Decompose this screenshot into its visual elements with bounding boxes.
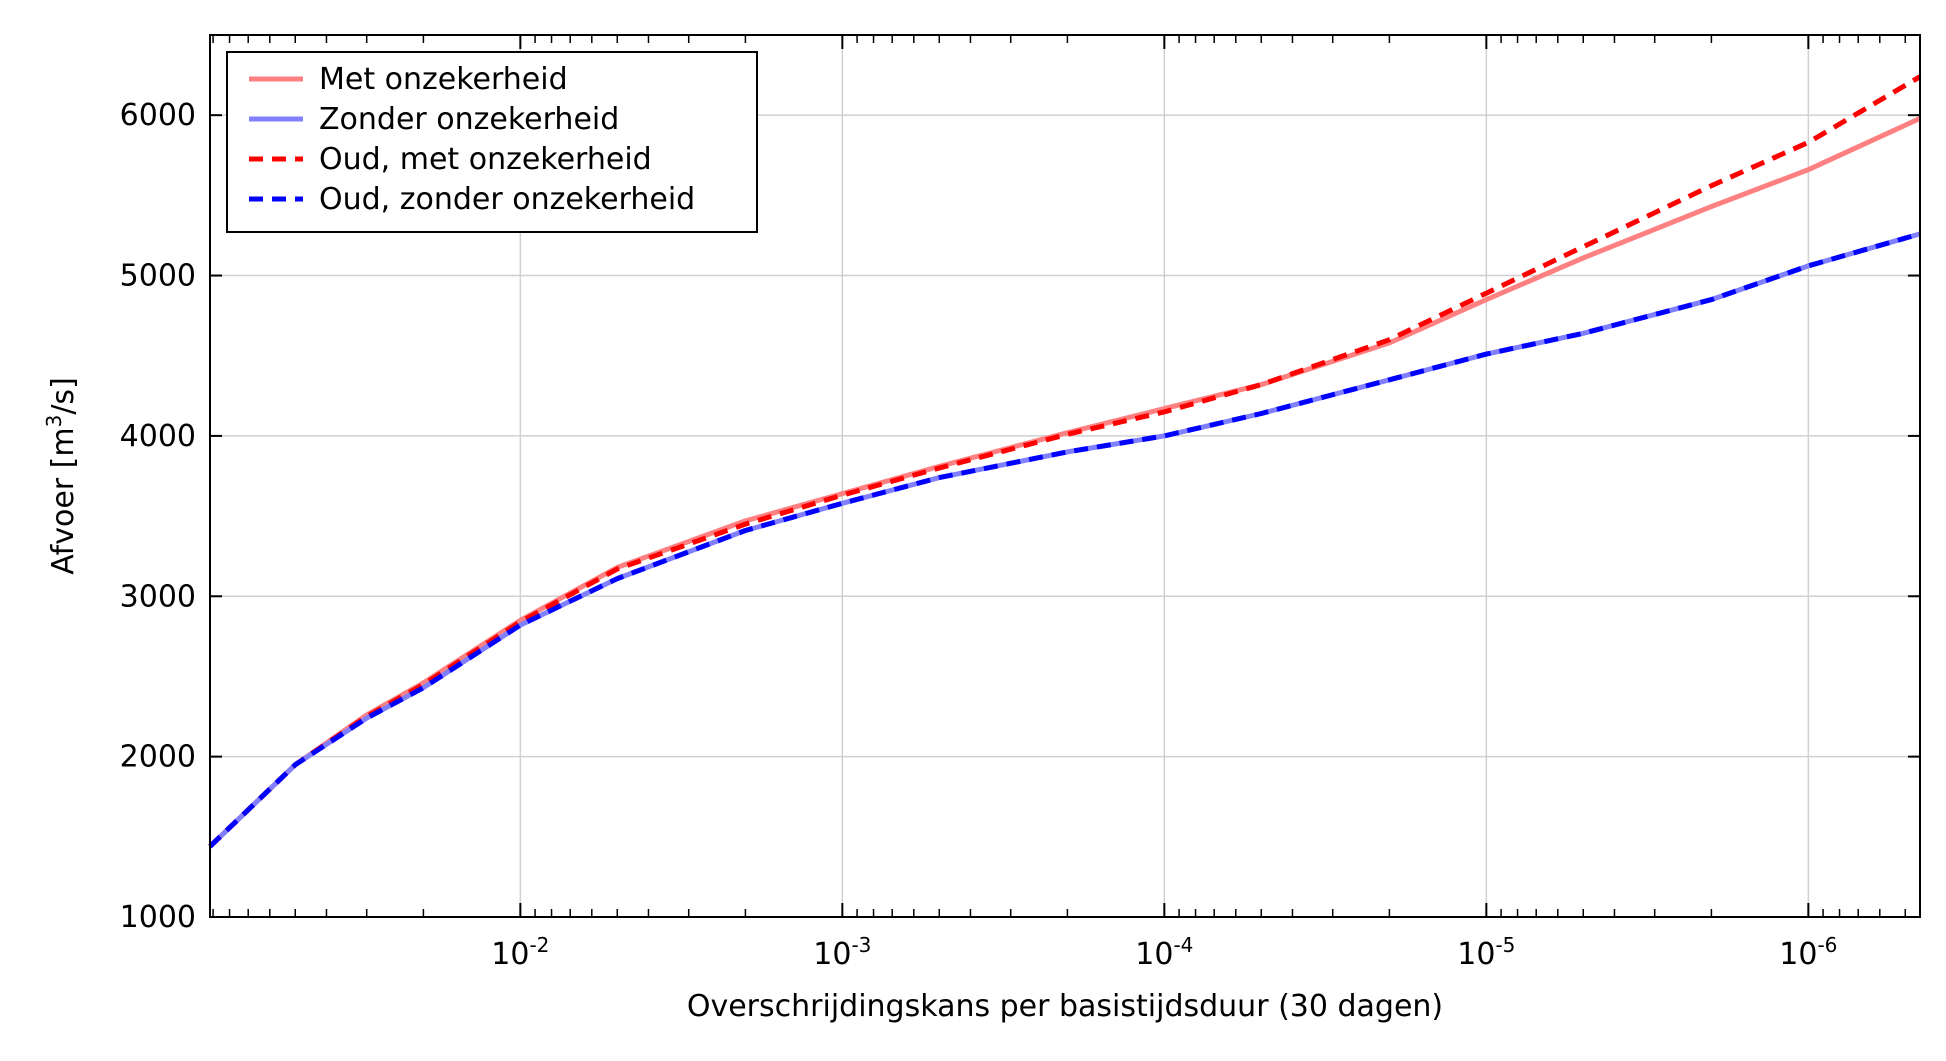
x-tick-label: 10-3 [813,933,871,972]
y-tick-label: 2000 [120,740,196,775]
y-tick-label: 6000 [120,98,196,133]
y-tick-label: 5000 [120,259,196,294]
x-tick-label: 10-4 [1135,933,1193,972]
legend-label-1: Met onzekerheid [319,62,568,97]
y-tick-label: 3000 [120,579,196,614]
legend-box [226,51,758,233]
y-axis-title: Afvoer [m3/s] [42,377,81,575]
x-tick-label: 10-6 [1779,933,1837,972]
y-axis-title-suffix: /s] [46,377,81,414]
series-group [208,74,1922,849]
plot-frame [209,34,1921,918]
legend-label-4: Oud, zonder onzekerheid [319,182,695,217]
x-tick-labels: 10-2 10-3 10-4 10-5 10-6 [491,933,1837,972]
y-tick-label: 1000 [120,900,196,935]
series-line-2 [208,231,1921,849]
x-tick-label: 10-2 [491,933,549,972]
y-axis-title-prefix: Afvoer [m [46,427,81,574]
legend-label-2: Zonder onzekerheid [319,102,619,137]
y-tick-labels: 1000 2000 3000 4000 5000 6000 [120,98,196,935]
legend: Met onzekerheid Zonder onzekerheid Oud, me… [226,51,758,233]
minor-ticks [212,35,1907,917]
x-tick-label: 10-5 [1457,933,1515,972]
y-tick-label: 4000 [120,419,196,454]
legend-label-3: Oud, met onzekerheid [319,142,652,177]
y-axis-title-sup: 3 [42,415,66,428]
series-line-3 [208,74,1922,849]
series-line-4 [208,231,1921,849]
x-axis-title: Overschrijdingskans per basistijdsduur (… [687,989,1443,1024]
